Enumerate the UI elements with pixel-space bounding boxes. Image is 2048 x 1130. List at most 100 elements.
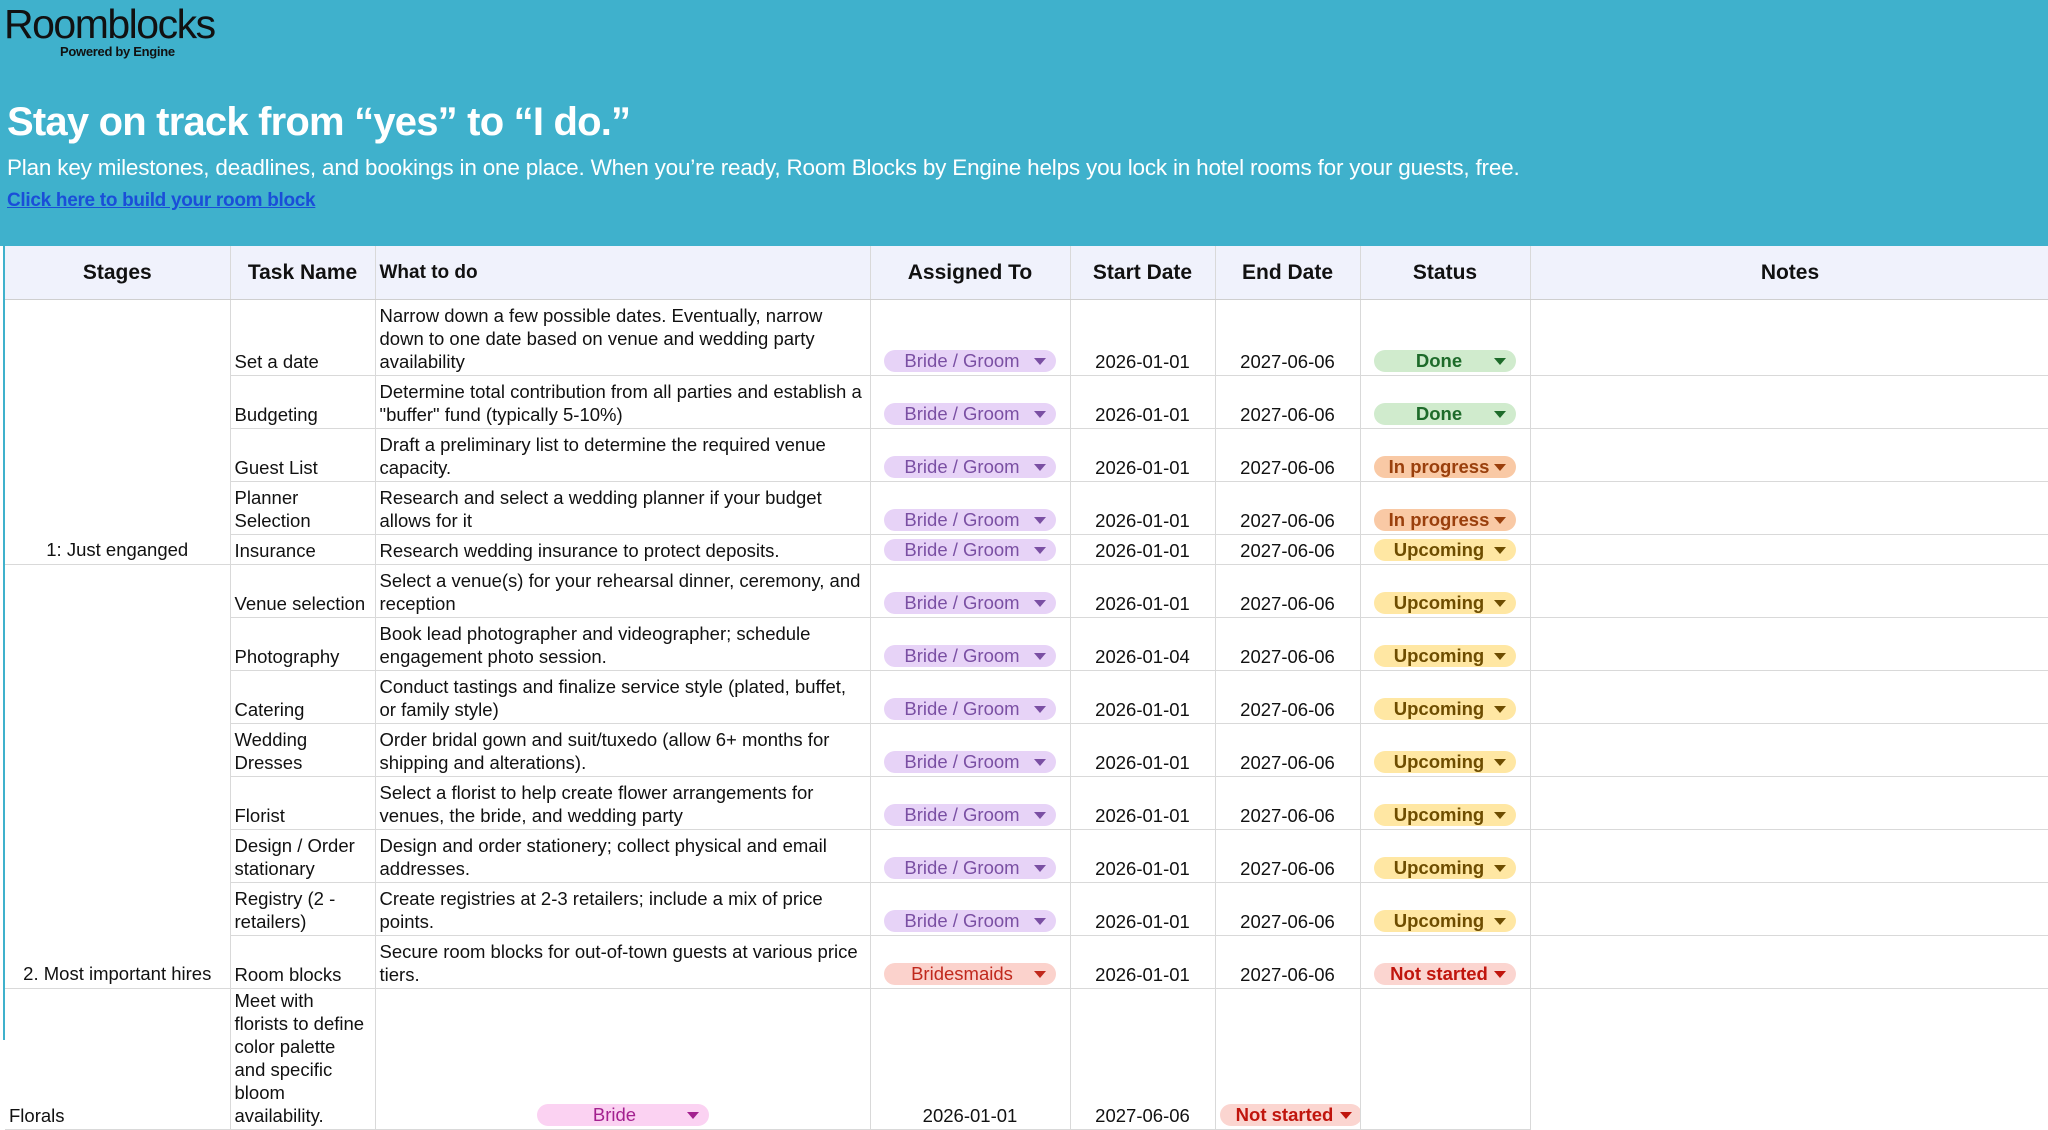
assigned-to-dropdown[interactable]: Bride / Groom	[884, 645, 1056, 667]
what-to-do-cell[interactable]: Research wedding insurance to protect de…	[375, 534, 871, 565]
start-date-cell[interactable]: 2026-01-01	[1070, 428, 1216, 482]
assigned-to-cell[interactable]: Bride / Groom	[870, 723, 1071, 777]
status-dropdown[interactable]: Not started	[1374, 963, 1516, 985]
what-to-do-cell[interactable]: Create registries at 2-3 retailers; incl…	[375, 882, 871, 936]
status-cell[interactable]: Not started	[1360, 935, 1531, 989]
task-name-cell[interactable]: Planner Selection	[230, 481, 376, 535]
status-dropdown[interactable]: Done	[1374, 403, 1516, 425]
end-date-cell[interactable]: 2027-06-06	[1215, 299, 1361, 376]
status-cell[interactable]: Not started	[1215, 988, 1361, 1130]
assigned-to-cell[interactable]: Bride / Groom	[870, 534, 1071, 565]
assigned-to-cell[interactable]: Bride / Groom	[870, 481, 1071, 535]
task-name-cell[interactable]: Insurance	[230, 534, 376, 565]
status-dropdown[interactable]: Upcoming	[1374, 645, 1516, 667]
start-date-cell[interactable]: 2026-01-01	[1070, 481, 1216, 535]
assigned-to-cell[interactable]: Bride	[375, 988, 871, 1130]
assigned-to-dropdown[interactable]: Bride / Groom	[884, 509, 1056, 531]
assigned-to-dropdown[interactable]: Bride / Groom	[884, 804, 1056, 826]
end-date-cell[interactable]: 2027-06-06	[1215, 723, 1361, 777]
status-cell[interactable]: Upcoming	[1360, 670, 1531, 724]
what-to-do-cell[interactable]: Design and order stationery; collect phy…	[375, 829, 871, 883]
start-date-cell[interactable]: 2026-01-01	[1070, 564, 1216, 618]
notes-cell[interactable]	[1360, 988, 1531, 1130]
start-date-cell[interactable]: 2026-01-01	[1070, 829, 1216, 883]
assigned-to-dropdown[interactable]: Bride / Groom	[884, 539, 1056, 561]
task-name-cell[interactable]: Set a date	[230, 299, 376, 376]
start-date-cell[interactable]: 2026-01-01	[870, 988, 1071, 1130]
status-cell[interactable]: In progress	[1360, 481, 1531, 535]
notes-cell[interactable]	[1530, 776, 2048, 830]
status-cell[interactable]: Upcoming	[1360, 829, 1531, 883]
what-to-do-cell[interactable]: Narrow down a few possible dates. Eventu…	[375, 299, 871, 376]
start-date-cell[interactable]: 2026-01-01	[1070, 882, 1216, 936]
end-date-cell[interactable]: 2027-06-06	[1070, 988, 1216, 1130]
assigned-to-cell[interactable]: Bride / Groom	[870, 428, 1071, 482]
column-header-stages[interactable]: Stages	[5, 246, 231, 300]
notes-cell[interactable]	[1530, 723, 2048, 777]
assigned-to-cell[interactable]: Bride / Groom	[870, 670, 1071, 724]
status-dropdown[interactable]: Upcoming	[1374, 751, 1516, 773]
status-cell[interactable]: Upcoming	[1360, 534, 1531, 565]
assigned-to-dropdown[interactable]: Bride / Groom	[884, 350, 1056, 372]
end-date-cell[interactable]: 2027-06-06	[1215, 564, 1361, 618]
assigned-to-cell[interactable]: Bride / Groom	[870, 299, 1071, 376]
status-cell[interactable]: Done	[1360, 299, 1531, 376]
start-date-cell[interactable]: 2026-01-01	[1070, 375, 1216, 429]
assigned-to-dropdown[interactable]: Bride / Groom	[884, 910, 1056, 932]
stage-cell[interactable]: 2. Most important hires	[5, 564, 231, 989]
what-to-do-cell[interactable]: Book lead photographer and videographer;…	[375, 617, 871, 671]
status-dropdown[interactable]: In progress	[1374, 456, 1516, 478]
status-dropdown[interactable]: Upcoming	[1374, 857, 1516, 879]
what-to-do-cell[interactable]: Research and select a wedding planner if…	[375, 481, 871, 535]
start-date-cell[interactable]: 2026-01-04	[1070, 617, 1216, 671]
assigned-to-cell[interactable]: Bride / Groom	[870, 829, 1071, 883]
start-date-cell[interactable]: 2026-01-01	[1070, 534, 1216, 565]
status-dropdown[interactable]: Not started	[1219, 1104, 1359, 1126]
notes-cell[interactable]	[1530, 935, 2048, 989]
end-date-cell[interactable]: 2027-06-06	[1215, 481, 1361, 535]
column-header-status[interactable]: Status	[1360, 246, 1531, 300]
task-name-cell[interactable]: Florist	[230, 776, 376, 830]
build-room-block-link[interactable]: Click here to build your room block	[7, 190, 316, 211]
assigned-to-dropdown[interactable]: Bride / Groom	[884, 698, 1056, 720]
notes-cell[interactable]	[1530, 375, 2048, 429]
start-date-cell[interactable]: 2026-01-01	[1070, 723, 1216, 777]
notes-cell[interactable]	[1530, 564, 2048, 618]
task-name-cell[interactable]: Guest List	[230, 428, 376, 482]
assigned-to-dropdown[interactable]: Bride / Groom	[884, 751, 1056, 773]
assigned-to-cell[interactable]: Bride / Groom	[870, 564, 1071, 618]
what-to-do-cell[interactable]: Secure room blocks for out-of-town guest…	[375, 935, 871, 989]
status-cell[interactable]: Done	[1360, 375, 1531, 429]
notes-cell[interactable]	[1530, 299, 2048, 376]
status-cell[interactable]: Upcoming	[1360, 776, 1531, 830]
task-name-cell[interactable]: Budgeting	[230, 375, 376, 429]
assigned-to-dropdown[interactable]: Bridesmaids	[884, 963, 1056, 985]
assigned-to-dropdown[interactable]: Bride / Groom	[884, 403, 1056, 425]
end-date-cell[interactable]: 2027-06-06	[1215, 935, 1361, 989]
column-header-what-to-do[interactable]: What to do	[375, 246, 871, 300]
column-header-notes[interactable]: Notes	[1530, 246, 2048, 300]
end-date-cell[interactable]: 2027-06-06	[1215, 617, 1361, 671]
start-date-cell[interactable]: 2026-01-01	[1070, 776, 1216, 830]
what-to-do-cell[interactable]: Conduct tastings and finalize service st…	[375, 670, 871, 724]
column-header-start-date[interactable]: Start Date	[1070, 246, 1216, 300]
end-date-cell[interactable]: 2027-06-06	[1215, 428, 1361, 482]
assigned-to-cell[interactable]: Bride / Groom	[870, 375, 1071, 429]
assigned-to-cell[interactable]: Bride / Groom	[870, 776, 1071, 830]
status-cell[interactable]: Upcoming	[1360, 617, 1531, 671]
status-dropdown[interactable]: Upcoming	[1374, 539, 1516, 561]
task-name-cell[interactable]: Design / Order stationary	[230, 829, 376, 883]
status-cell[interactable]: In progress	[1360, 428, 1531, 482]
end-date-cell[interactable]: 2027-06-06	[1215, 670, 1361, 724]
roomblocks-logo[interactable]: Roomblocks	[4, 1, 216, 47]
notes-cell[interactable]	[1530, 481, 2048, 535]
end-date-cell[interactable]: 2027-06-06	[1215, 882, 1361, 936]
task-name-cell[interactable]: Room blocks	[230, 935, 376, 989]
end-date-cell[interactable]: 2027-06-06	[1215, 534, 1361, 565]
assigned-to-cell[interactable]: Bride / Groom	[870, 617, 1071, 671]
notes-cell[interactable]	[1530, 829, 2048, 883]
start-date-cell[interactable]: 2026-01-01	[1070, 299, 1216, 376]
what-to-do-cell[interactable]: Select a venue(s) for your rehearsal din…	[375, 564, 871, 618]
column-header-assigned-to[interactable]: Assigned To	[870, 246, 1071, 300]
notes-cell[interactable]	[1530, 882, 2048, 936]
